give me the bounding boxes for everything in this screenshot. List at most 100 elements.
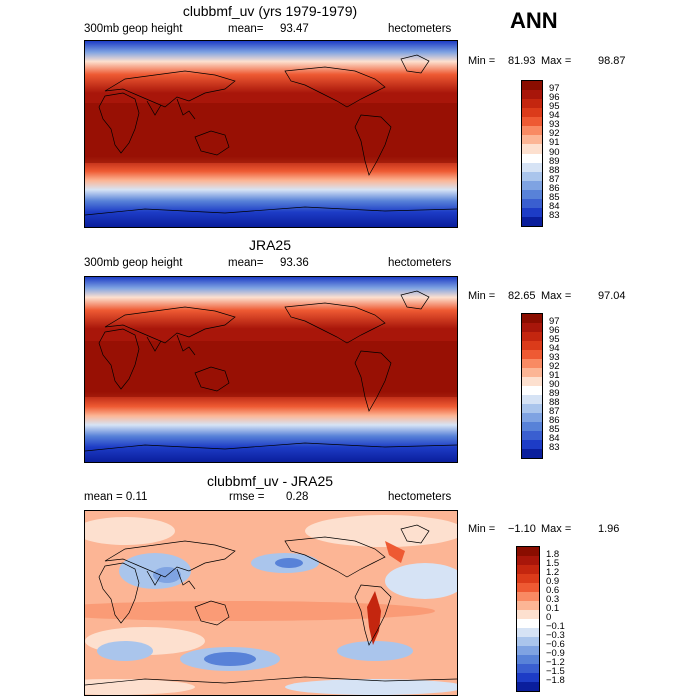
panel-2-min-label: Min = (468, 290, 496, 302)
panel-1-variable-label: 300mb geop height (84, 23, 183, 35)
colorbar-segment (522, 395, 542, 404)
panel-1-coastlines (85, 54, 457, 216)
colorbar-segment (522, 90, 542, 100)
panel-2-map-svg (85, 277, 457, 462)
colorbar-tick-label: 92 (549, 361, 560, 372)
colorbar-tick-label: −0.6 (546, 639, 565, 650)
colorbar-segment (522, 314, 542, 323)
colorbar-segment (522, 422, 542, 431)
panel-1-colorbar-labels: 97 96 95 94 93 92 91 90 89 88 87 86 85 84 83 (549, 80, 589, 225)
panel-2-mean-value: 93.36 (280, 257, 309, 269)
panel-1-min-value: 81.93 (508, 55, 536, 67)
colorbar-segment (522, 323, 542, 332)
panel-3-min-value: −1.10 (508, 523, 536, 535)
panel-3-title: clubbmf_uv - JRA25 (206, 473, 334, 489)
colorbar-tick-label: −0.1 (546, 621, 565, 632)
colorbar-segment (522, 431, 542, 440)
colorbar-tick-label: 83 (549, 442, 560, 453)
colorbar-tick-label: 97 (549, 83, 560, 95)
colorbar-tick-label: 0.9 (546, 576, 560, 587)
panel-3-map (84, 510, 458, 696)
colorbar-segment (522, 162, 542, 172)
colorbar-tick-label: 96 (549, 325, 560, 336)
colorbar-segment (522, 413, 542, 422)
colorbar-segment (522, 81, 542, 91)
colorbar-tick-label: 0 (546, 612, 552, 623)
colorbar-segment (522, 153, 542, 163)
colorbar-segment (522, 207, 542, 217)
panel-2-mean-label: mean= (228, 257, 264, 269)
colorbar-segment (522, 368, 542, 377)
colorbar-tick-label: 94 (549, 343, 560, 354)
panel-3-units: hectometers (388, 491, 452, 503)
colorbar-tick-label: 86 (549, 415, 560, 426)
panel-2-colorbar-labels: 97 96 95 94 93 92 91 90 89 88 87 86 85 84 83 (549, 313, 589, 457)
colorbar-tick-label: 88 (549, 164, 560, 176)
colorbar-segment (522, 341, 542, 350)
season-label: ANN (510, 8, 558, 33)
colorbar-tick-label: −0.9 (546, 648, 565, 659)
colorbar-segment (522, 99, 542, 109)
colorbar-tick-label: 88 (549, 397, 560, 408)
colorbar-segment (522, 377, 542, 386)
colorbar-tick-label: −1.5 (546, 666, 565, 677)
colorbar-segment (517, 556, 539, 565)
colorbar-tick-label: −0.3 (546, 630, 565, 641)
panel-2-coastlines (85, 290, 457, 452)
colorbar-segment (522, 332, 542, 341)
colorbar-tick-label: 90 (549, 146, 560, 158)
colorbar-segment (522, 135, 542, 145)
colorbar-segment (517, 646, 539, 655)
colorbar-tick-label: 0.6 (546, 585, 560, 596)
colorbar-segment (517, 637, 539, 646)
panel-2-title: JRA25 (248, 237, 292, 253)
panel-3-max-value: 1.96 (598, 523, 620, 535)
colorbar-segment (517, 565, 539, 574)
colorbar-segment (522, 386, 542, 395)
colorbar-segment (522, 440, 542, 449)
colorbar-tick-label: 84 (549, 200, 560, 212)
colorbar-segment (522, 117, 542, 127)
colorbar-segment (522, 144, 542, 154)
colorbar-tick-label: 84 (549, 433, 560, 444)
colorbar-tick-label: 1.5 (546, 558, 560, 569)
colorbar-tick-label: 91 (549, 137, 560, 149)
colorbar-tick-label: 89 (549, 155, 560, 167)
colorbar-segment (517, 628, 539, 637)
colorbar-segment (522, 198, 542, 208)
colorbar-segment (517, 664, 539, 673)
colorbar-tick-label: 97 (549, 316, 560, 327)
panel-1-max-label: Max = (541, 55, 572, 67)
colorbar-tick-label: 87 (549, 173, 560, 185)
colorbar-tick-label: 0.3 (546, 594, 560, 605)
panel-3-colorbar (516, 546, 540, 692)
colorbar-segment (517, 619, 539, 628)
panel-3-max-label: Max = (541, 523, 572, 535)
colorbar-tick-label: 0.1 (546, 603, 560, 614)
colorbar-tick-label: 94 (549, 110, 560, 122)
colorbar-segment (522, 359, 542, 368)
panel-2-colorbar (521, 313, 543, 459)
panel-3-colorbar-labels: 1.8 1.5 1.2 0.9 0.6 0.3 0.1 0 −0.1 −0.3 −0.6 −0.9 −1… (546, 546, 586, 690)
colorbar-tick-label: 93 (549, 119, 560, 131)
panel-1-map-svg (85, 41, 457, 227)
colorbar-tick-label: 87 (549, 406, 560, 417)
colorbar-segment (517, 610, 539, 619)
panel-1-min-label: Min = (468, 55, 496, 67)
colorbar-segment (517, 601, 539, 610)
panel-1-title: clubbmf_uv (yrs 1979-1979) (182, 3, 358, 19)
colorbar-tick-label: 95 (549, 101, 560, 113)
colorbar-tick-label: 85 (549, 424, 560, 435)
colorbar-segment (522, 171, 542, 181)
colorbar-tick-label: 86 (549, 182, 560, 194)
panel-2-min-value: 82.65 (508, 290, 536, 302)
panel-2-variable-label: 300mb geop height (84, 257, 183, 269)
colorbar-tick-label: 1.2 (546, 567, 560, 578)
colorbar-segment (517, 682, 539, 691)
colorbar-tick-label: 93 (549, 352, 560, 363)
colorbar-tick-label: 83 (549, 209, 560, 221)
colorbar-segment (522, 404, 542, 413)
colorbar-tick-label: 95 (549, 334, 560, 345)
colorbar-segment (522, 350, 542, 359)
panel-1-colorbar (521, 80, 543, 227)
